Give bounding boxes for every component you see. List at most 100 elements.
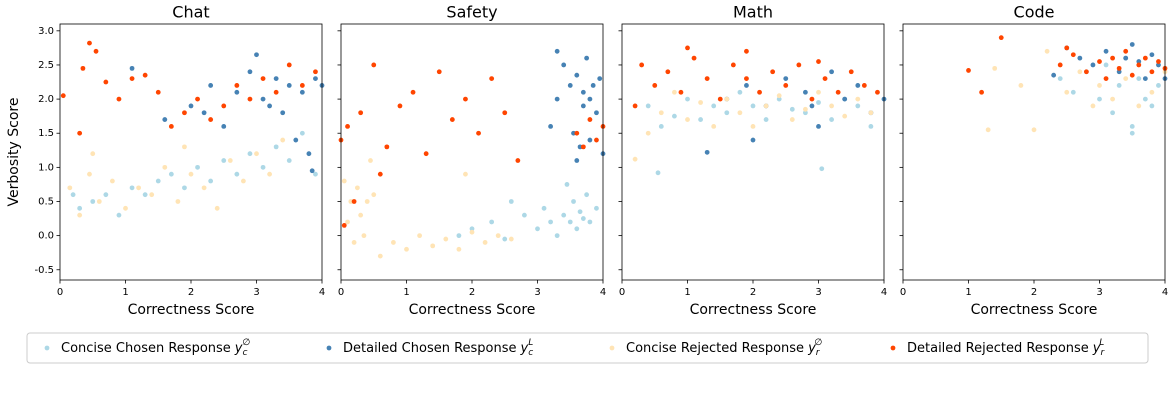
point <box>1097 59 1102 64</box>
point <box>985 127 991 133</box>
legend-name: Concise Chosen Response <box>61 341 231 356</box>
panel-title: Safety <box>446 3 497 22</box>
point <box>430 243 436 249</box>
point <box>587 137 593 143</box>
point <box>508 199 514 204</box>
point <box>776 93 782 99</box>
x-tick-label: 3 <box>534 287 540 298</box>
point <box>574 130 580 136</box>
point <box>855 83 861 88</box>
point <box>1090 103 1096 109</box>
point <box>267 103 272 109</box>
point <box>868 110 874 116</box>
point <box>1031 127 1037 133</box>
point <box>129 65 135 71</box>
point <box>1129 42 1135 47</box>
point <box>848 69 854 75</box>
point <box>776 96 782 102</box>
point <box>361 233 367 239</box>
point <box>182 110 187 116</box>
point <box>855 103 861 109</box>
point <box>1156 83 1161 88</box>
x-tick-label: 3 <box>815 287 821 298</box>
point <box>587 117 593 122</box>
point <box>639 62 645 68</box>
legend-name: Concise Rejected Response <box>626 341 804 356</box>
point <box>594 110 599 116</box>
point <box>842 96 848 102</box>
point <box>861 83 867 88</box>
point <box>449 117 455 122</box>
point <box>819 166 825 172</box>
point <box>571 199 576 204</box>
point <box>1149 103 1155 109</box>
point <box>60 93 66 99</box>
point <box>750 103 756 109</box>
point <box>1116 69 1122 75</box>
point <box>816 89 821 95</box>
legend-marker <box>609 345 615 351</box>
point <box>286 158 292 163</box>
point <box>704 149 710 155</box>
point <box>1136 62 1142 68</box>
x-tick-label: 4 <box>319 287 325 298</box>
point <box>691 55 697 61</box>
point <box>214 205 220 211</box>
point <box>829 117 834 122</box>
point <box>685 96 690 102</box>
point <box>77 130 83 136</box>
y-tick-label: 0.5 <box>38 196 54 207</box>
point <box>541 205 547 211</box>
x-tick-label: 4 <box>1162 287 1168 298</box>
point <box>299 89 305 95</box>
point <box>195 96 200 102</box>
legend-superscript: L <box>528 338 533 348</box>
point <box>1149 69 1155 75</box>
y-tick-label: 1.0 <box>38 162 54 173</box>
point <box>672 113 677 119</box>
point <box>868 124 874 129</box>
x-tick-label: 2 <box>188 287 194 298</box>
legend-superscript: ∅ <box>814 338 822 348</box>
point <box>417 233 422 239</box>
point <box>351 240 357 245</box>
point <box>1077 55 1083 61</box>
point <box>594 205 599 211</box>
legend-name: Detailed Chosen Response <box>343 341 517 356</box>
y-axis-label: Verbosity Score <box>6 98 22 207</box>
point <box>345 219 350 225</box>
point <box>816 59 821 64</box>
legend-marker <box>890 345 896 351</box>
point <box>632 103 638 109</box>
point <box>835 89 841 95</box>
x-tick-label: 0 <box>900 287 906 298</box>
y-tick-label: -0.5 <box>34 265 54 276</box>
point <box>247 69 253 75</box>
x-tick-label: 3 <box>253 287 259 298</box>
point <box>208 83 214 88</box>
point <box>584 55 590 61</box>
point <box>1051 72 1057 78</box>
x-tick-label: 3 <box>1096 287 1102 298</box>
point <box>730 62 736 68</box>
point <box>685 45 690 51</box>
point <box>1097 83 1102 88</box>
point <box>341 178 347 184</box>
point <box>508 236 514 242</box>
legend-subscript: c <box>242 348 247 358</box>
point <box>1070 89 1076 95</box>
point <box>87 40 92 46</box>
point <box>1156 62 1161 68</box>
point <box>469 229 475 235</box>
point <box>129 185 135 191</box>
point <box>80 65 86 71</box>
point <box>476 130 481 136</box>
x-tick-label: 1 <box>122 287 128 298</box>
point <box>992 65 998 71</box>
point <box>221 103 227 109</box>
point <box>260 164 266 170</box>
point <box>423 151 429 157</box>
point <box>855 96 861 102</box>
point <box>201 110 207 116</box>
point <box>655 170 661 176</box>
